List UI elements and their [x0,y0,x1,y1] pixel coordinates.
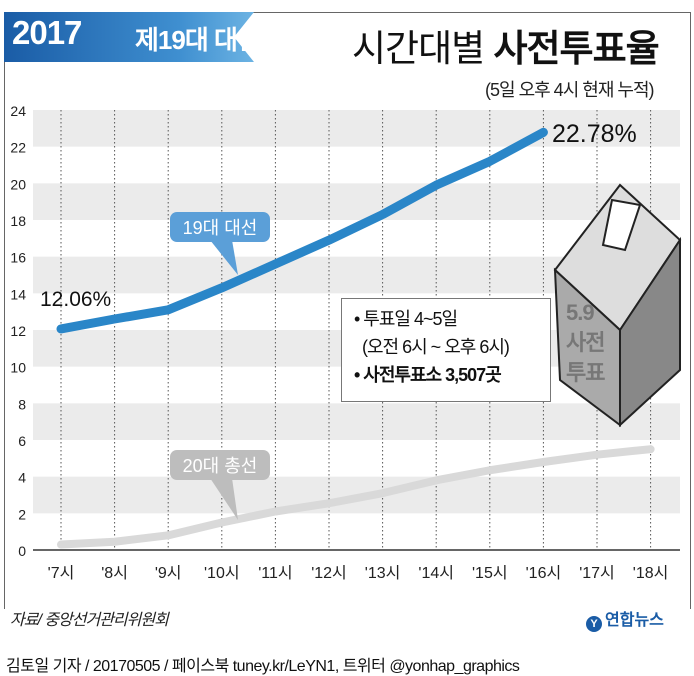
y-tick-label: 22 [10,140,26,156]
page-title: 시간대별 사전투표율 [352,18,660,72]
grid-band [33,110,680,147]
info-polling-stations: • 사전투표소 3,507곳 [354,365,502,385]
start-value-label: 12.06% [40,288,111,311]
callout-bubble [170,450,270,480]
series-label: 20대 총선 [183,456,258,476]
grid-band [33,403,680,440]
y-tick-label: 2 [18,506,26,522]
election-label: 제19대 대선 [135,25,261,55]
end-value-label: 22.78% [552,120,637,148]
x-tick-label: '13시 [365,565,401,582]
x-tick-label: '16시 [526,565,562,582]
y-tick-label: 12 [10,323,26,339]
x-tick-label: '7시 [48,565,75,582]
year-label: 2017 [12,14,82,51]
y-tick-label: 16 [10,250,26,266]
series-line [57,445,655,549]
x-tick-label: '17시 [579,565,615,582]
y-tick-label: 10 [10,360,26,376]
x-tick-label: '14시 [418,565,454,582]
x-tick-label: '12시 [311,565,347,582]
header-banner [4,12,254,62]
callout-pointer [210,478,238,520]
y-tick-label: 24 [10,103,26,119]
y-tick-label: 0 [18,543,26,559]
title-bold: 사전투표율 [493,28,659,69]
series-line [56,127,548,334]
y-tick-label: 4 [18,470,26,486]
x-tick-label: '8시 [101,565,128,582]
x-tick-label: '11시 [258,565,292,582]
subtitle: (5일 오후 4시 현재 누적) [485,80,654,100]
x-tick-label: '15시 [472,565,508,582]
x-tick-label: '18시 [633,565,669,582]
y-tick-label: 6 [18,433,26,449]
x-tick-label: '10시 [204,565,240,582]
grid-band [33,183,680,220]
ballot-box-label: 5.9 사전투표 [566,300,605,385]
y-tick-label: 14 [10,286,26,302]
callout-bubble [170,212,270,242]
info-box: • 투표일 4~5일 (오전 6시 ~ 오후 6시) • 사전투표소 3,507… [341,298,551,402]
series-label: 19대 대선 [183,218,258,238]
callout-pointer [210,240,238,275]
info-voting-days: • 투표일 4~5일 [354,309,458,329]
frame [4,12,691,609]
ballot-box-icon [553,183,682,428]
title-light: 시간대별 [352,28,485,69]
info-voting-hours: (오전 6시 ~ 오후 6시) [362,337,510,357]
yonhap-logo: Y 연합뉴스 [586,606,664,632]
x-tick-label: '9시 [155,565,182,582]
y-tick-label: 20 [10,176,26,192]
source: 자료/ 중앙선거관리위원회 [10,612,169,629]
credit-line: 김토일 기자 / 20170505 / 페이스북 tuney.kr/LeYN1,… [6,658,520,675]
y-tick-label: 18 [10,213,26,229]
y-tick-label: 8 [18,396,26,412]
